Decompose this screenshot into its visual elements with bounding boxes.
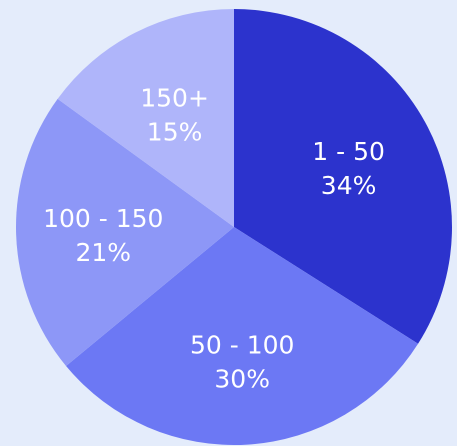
labels-layer: 1 - 50 34% 50 - 100 30% 100 - 150 21% 150+ 15% (43, 84, 385, 394)
pie-slice-100-150 (15, 98, 235, 366)
slice-percent-150: 15% (147, 118, 203, 147)
slice-percent-50-100: 30% (214, 365, 270, 394)
slice-label-100-150: 100 - 150 (43, 204, 163, 233)
slices-layer (15, 8, 452, 445)
slice-percent-100-150: 21% (76, 238, 132, 267)
slice-label-150: 150+ (140, 84, 209, 113)
slice-label-1-50: 1 - 50 (312, 137, 385, 166)
pie-slice-150 (57, 8, 234, 227)
slice-label-50-100: 50 - 100 (190, 331, 294, 360)
pie-slice-1-50 (234, 9, 452, 344)
pie-slice-50-100 (66, 227, 419, 445)
slice-percent-1-50: 34% (321, 171, 377, 200)
